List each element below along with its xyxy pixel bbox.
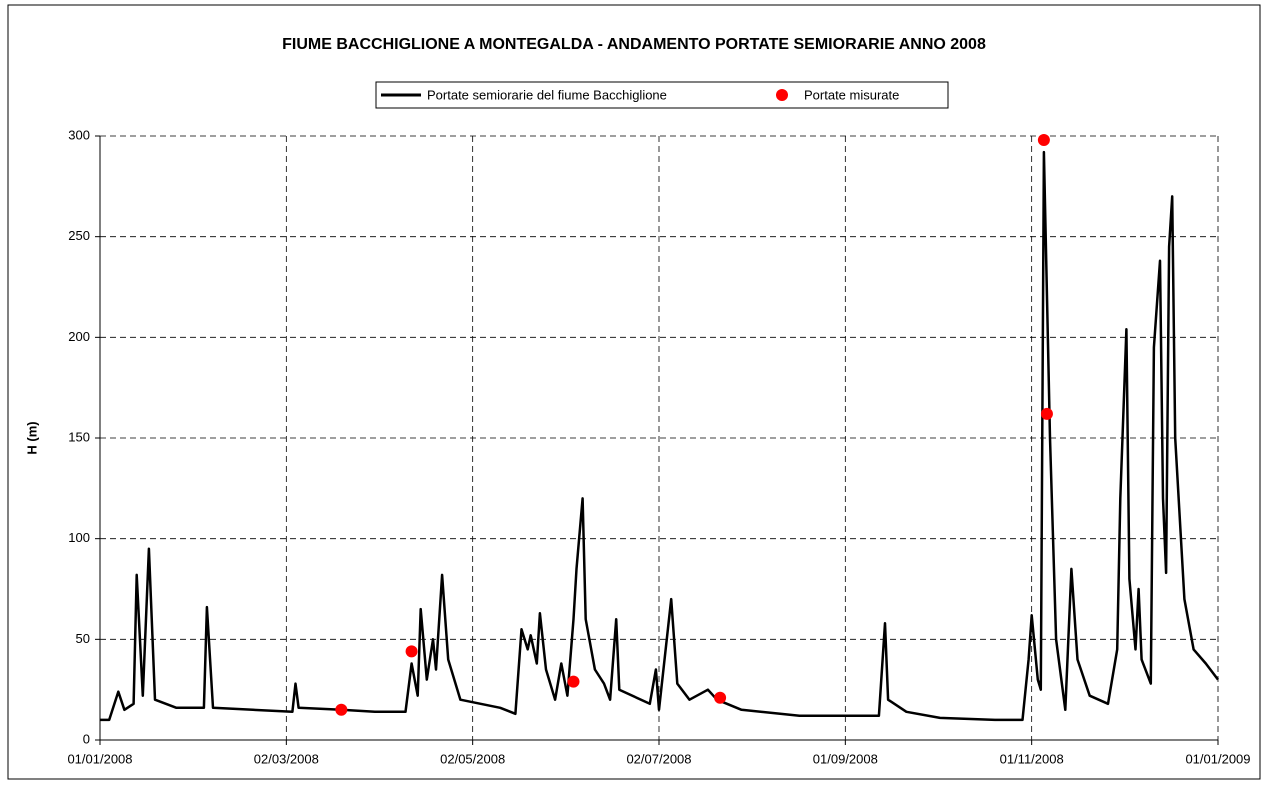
- data-point: [335, 703, 348, 716]
- y-tick-label: 300: [68, 127, 90, 142]
- legend-box: [375, 81, 949, 109]
- data-line: [100, 150, 1219, 722]
- data-point: [1037, 134, 1050, 147]
- y-tick-label: 50: [76, 631, 90, 646]
- y-tick-label: 200: [68, 329, 90, 344]
- legend-label: Portate semiorarie del fiume Bacchiglion…: [427, 87, 667, 102]
- x-tick-label: 02/07/2008: [626, 751, 691, 766]
- x-tick-label: 01/01/2009: [1185, 751, 1250, 766]
- legend-label: Portate misurate: [804, 87, 899, 102]
- y-tick-label: 250: [68, 228, 90, 243]
- y-tick-label: 100: [68, 530, 90, 545]
- data-point: [405, 645, 418, 658]
- x-tick-label: 02/03/2008: [254, 751, 319, 766]
- y-tick-label: 0: [83, 731, 90, 746]
- data-point: [567, 675, 580, 688]
- chart-border: [7, 4, 1261, 780]
- x-tick-label: 01/01/2008: [67, 751, 132, 766]
- x-tick-label: 01/11/2008: [1000, 751, 1064, 766]
- legend: Portate semiorarie del fiume Bacchiglion…: [381, 87, 899, 102]
- y-axis-label: H (m): [24, 421, 39, 454]
- legend-swatch: [776, 89, 788, 101]
- x-tick-label: 01/09/2008: [813, 751, 878, 766]
- x-tick-label: 02/05/2008: [440, 751, 505, 766]
- data-point: [1040, 407, 1053, 420]
- data-point: [714, 691, 727, 704]
- chart-title: FIUME BACCHIGLIONE A MONTEGALDA - ANDAME…: [282, 36, 986, 53]
- y-tick-label: 150: [68, 429, 90, 444]
